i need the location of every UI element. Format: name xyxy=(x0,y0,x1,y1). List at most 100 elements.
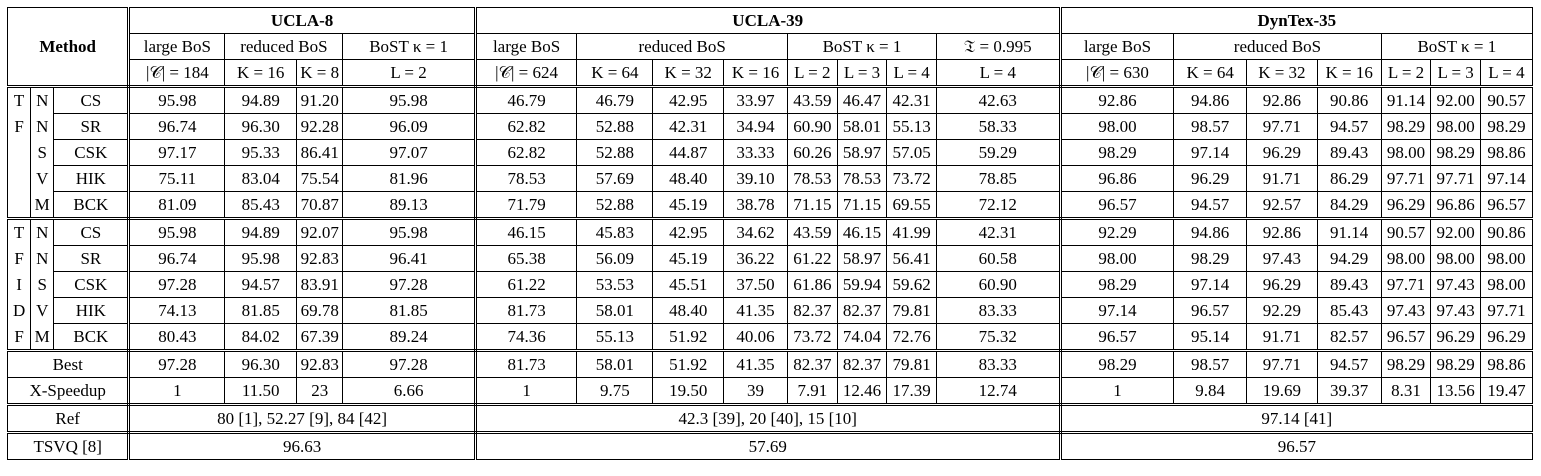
ref-label: Ref xyxy=(6,404,131,434)
param-cell: K = 64 xyxy=(1173,59,1248,88)
value-cell: 91.14 xyxy=(1380,86,1432,114)
value-cell: 38.78 xyxy=(723,191,789,220)
value-cell: 33.97 xyxy=(723,86,789,114)
ref-row: Ref 80 [1], 52.27 [9], 84 [42] 42.3 [39], … xyxy=(6,404,1534,434)
value-cell: 73.72 xyxy=(787,323,838,352)
value-cell: 52.88 xyxy=(576,139,654,166)
value-cell: 95.98 xyxy=(342,218,477,246)
ref-dyntex35: 97.14 [41] xyxy=(1058,404,1534,434)
param-cell: L = 3 xyxy=(836,59,888,88)
value-cell: 11.50 xyxy=(224,377,298,406)
value-cell: 97.14 xyxy=(1173,139,1248,166)
value-cell: 97.43 xyxy=(1246,245,1318,272)
value-cell: 19.47 xyxy=(1479,377,1534,406)
value-cell: 9.75 xyxy=(576,377,654,406)
value-cell: 7.91 xyxy=(787,377,838,406)
value-cell: 83.33 xyxy=(935,297,1062,324)
value-cell: 42.95 xyxy=(652,218,725,246)
value-cell: 46.79 xyxy=(473,86,578,114)
weighting-letter: F xyxy=(6,113,31,140)
value-cell: 67.39 xyxy=(296,323,344,352)
speedup-row: X-Speedup 1 11.50 23 6.66 1 9.75 19.50 39 7.91 12.… xyxy=(6,377,1534,406)
sub-large-bos: large BoS xyxy=(127,33,226,60)
kernel-label: SR xyxy=(53,245,131,272)
value-cell: 61.86 xyxy=(787,271,838,298)
value-cell: 96.86 xyxy=(1058,165,1175,192)
classifier-letter: N xyxy=(30,218,55,246)
sub-tfrak: 𝔗 = 0.995 xyxy=(935,33,1062,60)
value-cell: 59.94 xyxy=(836,271,888,298)
value-cell: 45.19 xyxy=(652,245,725,272)
param-cell: K = 32 xyxy=(1246,59,1318,88)
value-cell: 71.79 xyxy=(473,191,578,220)
kernel-label: SR xyxy=(53,113,131,140)
value-cell: 53.53 xyxy=(576,271,654,298)
value-cell: 94.57 xyxy=(224,271,298,298)
value-cell: 95.33 xyxy=(224,139,298,166)
weighting-letter: F xyxy=(6,323,31,352)
sub-large-bos: large BoS xyxy=(1058,33,1175,60)
value-cell: 97.14 xyxy=(1173,271,1248,298)
kernel-label: BCK xyxy=(53,323,131,352)
value-cell: 48.40 xyxy=(652,165,725,192)
value-cell: 1 xyxy=(473,377,578,406)
value-cell: 19.69 xyxy=(1246,377,1318,406)
classifier-letter: N xyxy=(30,113,55,140)
weighting-letter: D xyxy=(6,297,31,324)
classifier-letter: V xyxy=(30,297,55,324)
value-cell: 74.13 xyxy=(127,297,226,324)
value-cell: 85.43 xyxy=(224,191,298,220)
value-cell: 9.84 xyxy=(1173,377,1248,406)
weighting-letter: T xyxy=(6,86,31,114)
value-cell: 92.29 xyxy=(1058,218,1175,246)
value-cell: 96.09 xyxy=(342,113,477,140)
param-cell: L = 4 xyxy=(1479,59,1534,88)
value-cell: 96.41 xyxy=(342,245,477,272)
value-cell: 97.28 xyxy=(342,350,477,378)
sub-bost: BoST κ = 1 xyxy=(342,33,477,60)
value-cell: 82.37 xyxy=(787,350,838,378)
value-cell: 58.97 xyxy=(836,139,888,166)
value-cell: 72.76 xyxy=(886,323,937,352)
value-cell: 34.94 xyxy=(723,113,789,140)
kernel-label: BCK xyxy=(53,191,131,220)
table-row: S CSK 97.17 95.33 86.41 97.07 62.82 52.88 44.87 3… xyxy=(6,139,1534,166)
table-row: I S CSK 97.28 94.57 83.91 97.28 61.22 53.53 45.51… xyxy=(6,271,1534,298)
value-cell: 97.14 xyxy=(1479,165,1534,192)
param-cell: K = 16 xyxy=(1316,59,1382,88)
value-cell: 82.37 xyxy=(836,350,888,378)
value-cell: 94.89 xyxy=(224,218,298,246)
value-cell: 97.17 xyxy=(127,139,226,166)
value-cell: 94.57 xyxy=(1173,191,1248,220)
value-cell: 57.05 xyxy=(886,139,937,166)
value-cell: 98.86 xyxy=(1479,139,1534,166)
value-cell: 95.98 xyxy=(127,86,226,114)
param-cell: L = 2 xyxy=(342,59,477,88)
value-cell: 41.35 xyxy=(723,297,789,324)
value-cell: 94.29 xyxy=(1316,245,1382,272)
value-cell: 60.58 xyxy=(935,245,1062,272)
value-cell: 39 xyxy=(723,377,789,406)
sub-large-bos: large BoS xyxy=(473,33,578,60)
param-cell: K = 8 xyxy=(296,59,344,88)
value-cell: 98.29 xyxy=(1058,271,1175,298)
value-cell: 45.19 xyxy=(652,191,725,220)
value-cell: 90.57 xyxy=(1479,86,1534,114)
value-cell: 94.86 xyxy=(1173,86,1248,114)
value-cell: 96.74 xyxy=(127,113,226,140)
sub-reduced-bos: reduced BoS xyxy=(1173,33,1382,60)
value-cell: 82.37 xyxy=(787,297,838,324)
value-cell: 95.98 xyxy=(342,86,477,114)
value-cell: 80.43 xyxy=(127,323,226,352)
value-cell: 81.09 xyxy=(127,191,226,220)
value-cell: 71.15 xyxy=(836,191,888,220)
classifier-letter: N xyxy=(30,86,55,114)
value-cell: 83.04 xyxy=(224,165,298,192)
value-cell: 13.56 xyxy=(1430,377,1481,406)
value-cell: 8.31 xyxy=(1380,377,1432,406)
value-cell: 51.92 xyxy=(652,323,725,352)
value-cell: 48.40 xyxy=(652,297,725,324)
value-cell: 96.86 xyxy=(1430,191,1481,220)
value-cell: 6.66 xyxy=(342,377,477,406)
value-cell: 43.59 xyxy=(787,86,838,114)
